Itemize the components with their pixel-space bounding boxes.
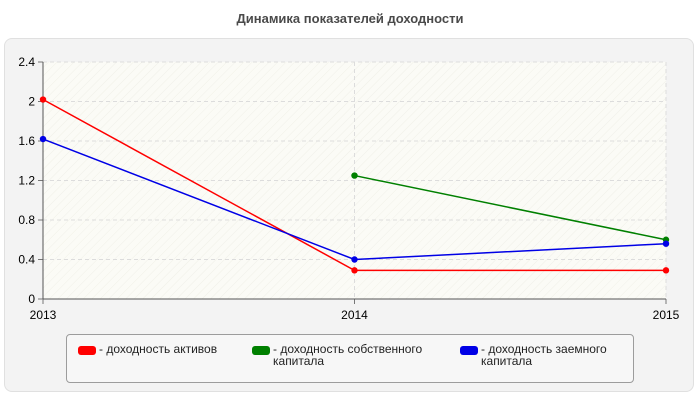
legend-label: - доходность заемного капитала [481,342,607,368]
x-tick-label: 2015 [653,308,680,322]
legend-swatch [460,346,478,355]
legend-item-assets: - доходность активов [78,343,217,355]
tick-labels: 0 0.4 0.8 1.2 1.6 2 2.4 2013 2014 2015 [18,55,679,322]
y-tick-label: 2 [28,95,35,109]
chart-title: Динамика показателей доходности [236,11,464,26]
y-tick-label: 1.2 [18,174,35,188]
y-tick-label: 0.8 [18,213,35,227]
x-tick-label: 2014 [341,308,368,322]
y-tick-label: 0 [28,292,35,306]
legend: - доходность активов - доходность собств… [66,334,634,383]
data-point [39,96,47,103]
legend-swatch [78,346,96,355]
legend-label: - доходность собственного капитала [273,342,423,368]
y-tick-label: 2.4 [18,55,35,69]
data-point [351,256,358,263]
data-point [662,240,670,247]
legend-swatch [252,346,270,355]
legend-item-debt: - доходность заемного капитала [460,343,607,367]
legend-item-equity: - доходность собственного капитала [252,343,422,367]
data-point [351,267,358,274]
x-tick-label: 2013 [30,308,57,322]
legend-label: - доходность активов [99,342,218,356]
data-point [39,135,47,143]
y-tick-label: 1.6 [18,134,35,148]
series-line-1 [354,174,667,241]
data-point [662,267,670,274]
series-lines [39,96,670,274]
y-tick-label: 0.4 [18,253,35,267]
data-point [351,172,358,179]
